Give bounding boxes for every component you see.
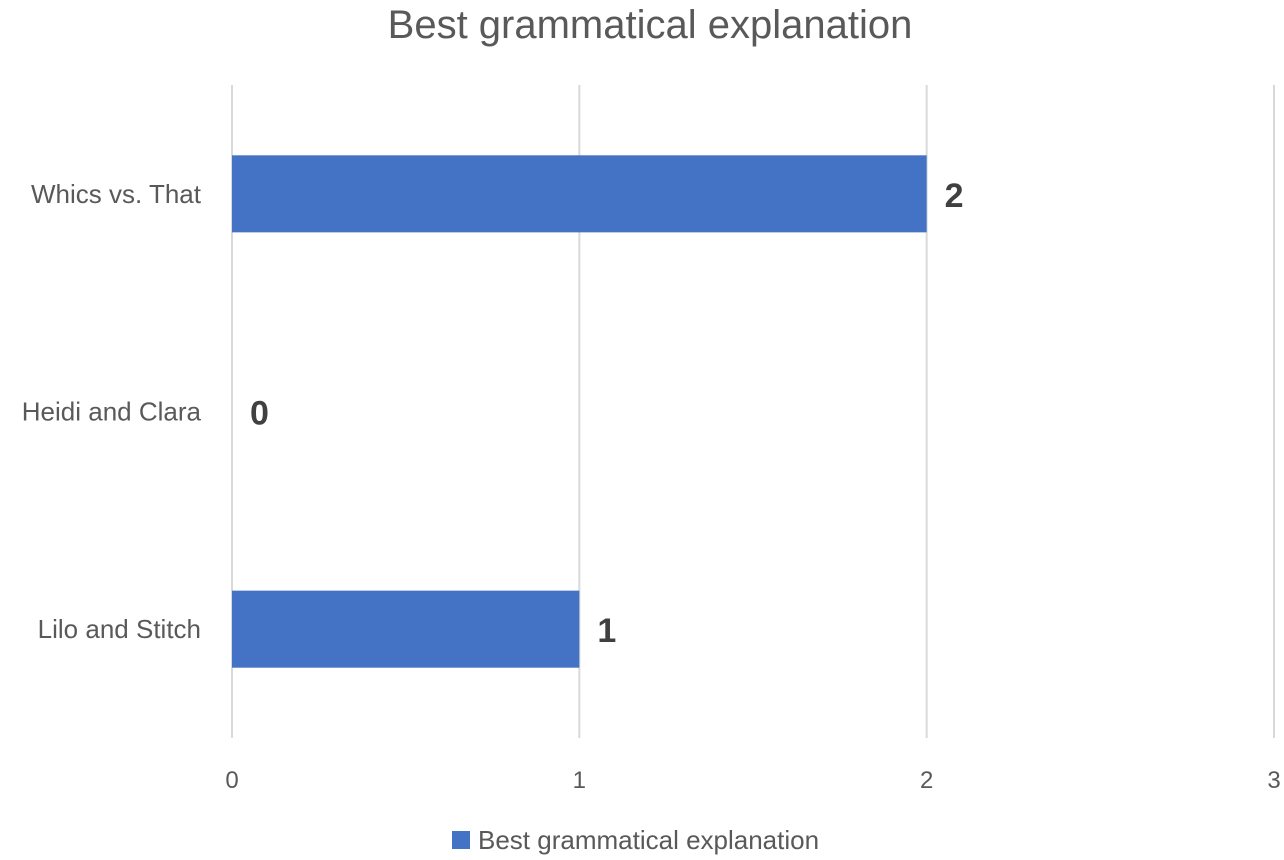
data-label: 0 [250,395,269,433]
x-tick-label: 2 [920,767,933,794]
data-label: 1 [597,612,616,650]
legend-entry: Best grammatical explanation [478,825,819,855]
category-label: Lilo and Stitch [38,614,201,644]
x-tick-label: 1 [573,767,586,794]
category-label: Whics vs. That [31,179,202,209]
x-tick-label: 0 [225,767,238,794]
legend-swatch [452,831,470,849]
bar [232,155,927,233]
category-label: Heidi and Clara [22,397,202,427]
bar [232,590,580,668]
chart-title: Best grammatical explanation [388,3,913,47]
x-tick-label: 3 [1267,767,1280,794]
legend: Best grammatical explanation [452,825,819,855]
data-label: 2 [945,177,964,215]
